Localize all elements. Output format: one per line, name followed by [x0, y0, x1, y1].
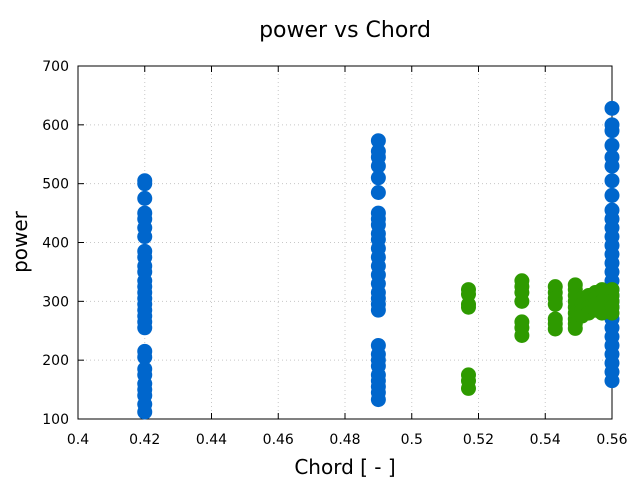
x-tick-label: 0.52 [463, 432, 494, 448]
data-point-series-1 [370, 170, 386, 186]
data-point-series-1 [370, 158, 386, 174]
data-point-series-1 [370, 133, 386, 149]
data-points [137, 100, 620, 420]
data-point-series-1 [604, 173, 620, 189]
data-point-series-1 [370, 392, 386, 408]
y-axis-label: power [8, 210, 32, 273]
x-tick-label: 0.46 [263, 432, 294, 448]
data-point-series-2 [604, 305, 620, 321]
data-point-series-1 [137, 190, 153, 206]
data-point-series-1 [604, 100, 620, 116]
data-point-series-1 [604, 187, 620, 203]
x-tick-label: 0.4 [67, 432, 89, 448]
y-tick-label: 500 [42, 177, 69, 193]
data-point-series-2 [460, 299, 476, 315]
data-point-series-2 [547, 321, 563, 337]
chart-title: power vs Chord [259, 18, 431, 43]
y-tick-label: 400 [42, 236, 69, 252]
grid [78, 66, 612, 419]
data-point-series-1 [604, 137, 620, 153]
x-tick-label: 0.54 [530, 432, 561, 448]
y-tick-label: 700 [42, 59, 69, 75]
data-point-series-2 [460, 380, 476, 396]
data-point-series-2 [547, 296, 563, 312]
x-tick-label: 0.44 [196, 432, 227, 448]
x-axis-label: Chord [ - ] [294, 455, 395, 479]
data-point-series-2 [567, 320, 583, 336]
x-tick-label: 0.5 [401, 432, 423, 448]
data-point-series-1 [137, 404, 153, 420]
x-tick-label: 0.42 [129, 432, 160, 448]
data-point-series-1 [137, 349, 153, 365]
y-tick-label: 100 [42, 412, 69, 428]
axis-ticks: 0.4 0.42 0.44 0.46 0.48 0.5 0.52 0.54 0.56 100 200… [42, 59, 627, 448]
data-point-series-1 [370, 302, 386, 318]
y-tick-label: 600 [42, 118, 69, 134]
x-tick-label: 0.48 [329, 432, 360, 448]
data-point-series-1 [137, 229, 153, 245]
data-point-series-1 [137, 176, 153, 192]
x-tick-label: 0.56 [596, 432, 627, 448]
data-point-series-2 [514, 293, 530, 309]
data-point-series-1 [370, 184, 386, 200]
data-point-series-1 [604, 123, 620, 139]
data-point-series-1 [604, 158, 620, 174]
data-point-series-1 [604, 373, 620, 389]
data-point-series-2 [514, 327, 530, 343]
y-tick-label: 200 [42, 353, 69, 369]
data-point-series-1 [137, 320, 153, 336]
y-tick-label: 300 [42, 294, 69, 310]
